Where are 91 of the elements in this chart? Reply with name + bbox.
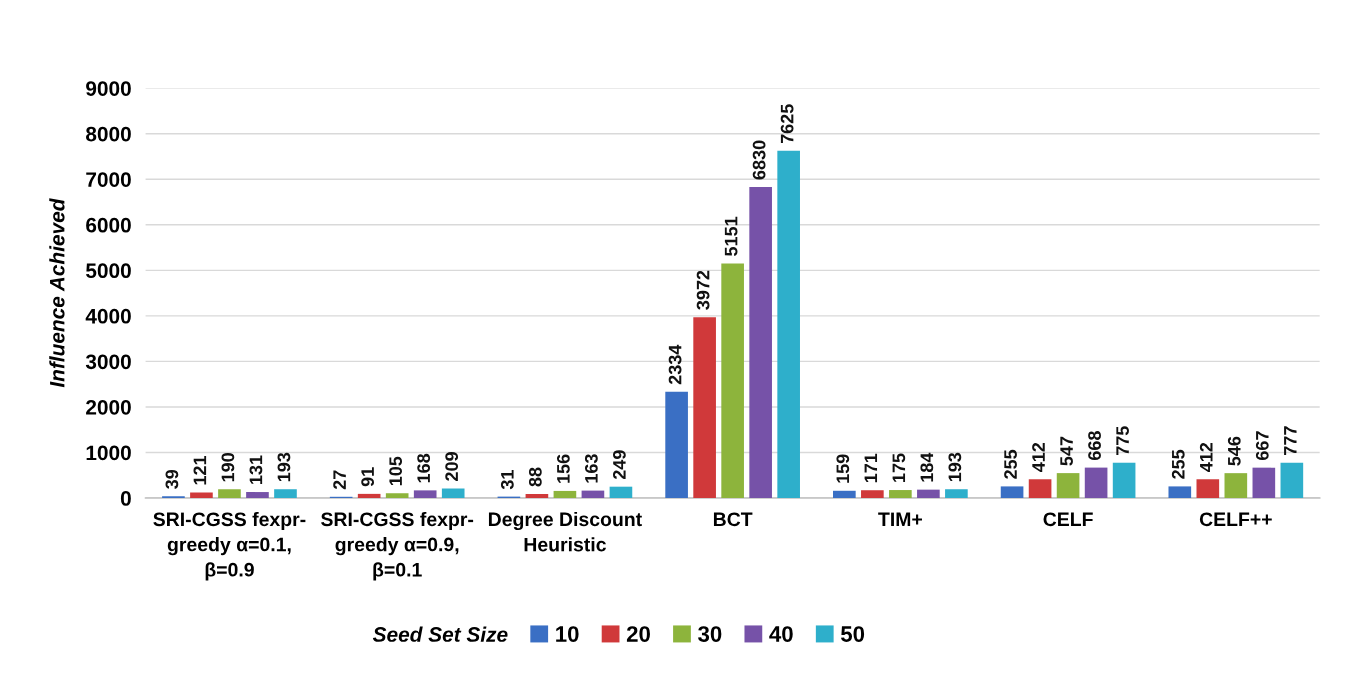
data-label: 105 (389, 456, 403, 486)
bar (861, 490, 884, 499)
y-tick-label: 2000 (86, 399, 131, 415)
data-label: 6830 (752, 140, 766, 180)
data-label: 412 (1032, 442, 1045, 473)
y-axis-title: Influence Achieved (49, 198, 65, 388)
y-tick-label: 6000 (86, 217, 131, 233)
bar (190, 492, 213, 499)
data-label: 159 (836, 454, 850, 483)
data-label: 777 (1284, 426, 1297, 455)
data-label: 255 (1171, 449, 1185, 479)
bar (1224, 473, 1248, 499)
data-label: 121 (193, 455, 207, 485)
legend-label: 50 (840, 626, 865, 642)
data-label: 193 (277, 452, 291, 482)
y-tick-label: 0 (120, 491, 131, 506)
bar (1028, 479, 1052, 499)
data-label: 156 (556, 454, 570, 483)
bar (581, 490, 605, 499)
y-tick-label: 9000 (86, 81, 131, 96)
bar (665, 391, 688, 499)
data-label: 667 (1255, 431, 1269, 461)
bar (833, 490, 856, 499)
bar (553, 490, 577, 499)
data-label: 5151 (724, 216, 738, 256)
y-tick-label: 1000 (86, 445, 131, 461)
y-tick-label: 7000 (86, 172, 131, 187)
data-label: 546 (1227, 436, 1241, 466)
data-label: 171 (864, 453, 878, 483)
data-label: 163 (584, 454, 598, 483)
data-label: 255 (1004, 449, 1017, 479)
x-tick-label: SRI-CGSS fexpr- greedy α=0.1, β=0.9 (153, 511, 306, 581)
bar (1196, 479, 1220, 499)
y-tick-label: 4000 (85, 308, 131, 324)
bar (1168, 486, 1192, 499)
bar (609, 486, 633, 499)
bar (1280, 462, 1304, 499)
data-label: 31 (500, 470, 514, 490)
data-label: 2334 (668, 344, 682, 385)
x-tick-label: BCT (713, 512, 753, 527)
bar (1056, 473, 1080, 499)
bar (1112, 462, 1136, 499)
y-tick-label: 5000 (86, 263, 131, 279)
x-tick-label: TIM+ (878, 512, 922, 526)
data-label: 547 (1060, 436, 1073, 466)
data-label: 775 (1116, 426, 1129, 456)
bar (1252, 467, 1276, 499)
legend-label: 40 (769, 626, 793, 642)
bar (777, 150, 800, 499)
bar (274, 489, 297, 499)
data-label: 249 (612, 450, 626, 480)
data-label: 168 (417, 453, 431, 483)
data-label: 131 (249, 455, 263, 484)
bar (917, 489, 940, 499)
data-label: 209 (445, 452, 459, 481)
bar (749, 186, 772, 499)
bar (1084, 467, 1108, 499)
data-label: 27 (333, 470, 346, 490)
data-label: 412 (1199, 442, 1213, 473)
data-label: 39 (165, 469, 179, 489)
bar (357, 493, 381, 499)
bar (441, 488, 465, 499)
x-tick-label: SRI-CGSS fexpr- greedy α=0.9, β=0.1 (321, 511, 474, 581)
legend-label: 20 (626, 626, 650, 642)
data-label: 175 (892, 453, 906, 482)
data-label: 88 (528, 467, 542, 487)
bar (246, 492, 269, 499)
bar (721, 263, 744, 499)
legend-label: 30 (698, 626, 722, 642)
bar (693, 317, 716, 499)
bar (385, 493, 409, 499)
legend-label: 10 (556, 626, 579, 642)
data-label: 3972 (696, 270, 710, 310)
bar (889, 490, 912, 499)
bar (525, 494, 549, 499)
bar (1000, 486, 1024, 499)
x-tick-label: CELF++ (1199, 512, 1272, 527)
data-label: 668 (1088, 431, 1101, 460)
legend-title: Seed Set Size (372, 626, 508, 642)
data-label: 7625 (780, 104, 794, 144)
data-label: 184 (920, 452, 934, 482)
y-tick-label: 3000 (85, 354, 131, 370)
data-label: 190 (221, 453, 235, 482)
x-tick-label: Degree Discount Heuristic (488, 511, 642, 552)
bar (413, 490, 437, 499)
x-tick-label: CELF (1043, 512, 1093, 527)
y-tick-label: 8000 (86, 126, 131, 142)
bar (218, 489, 241, 499)
data-label: 91 (361, 467, 375, 487)
bar (945, 489, 968, 499)
data-label: 193 (948, 452, 962, 482)
